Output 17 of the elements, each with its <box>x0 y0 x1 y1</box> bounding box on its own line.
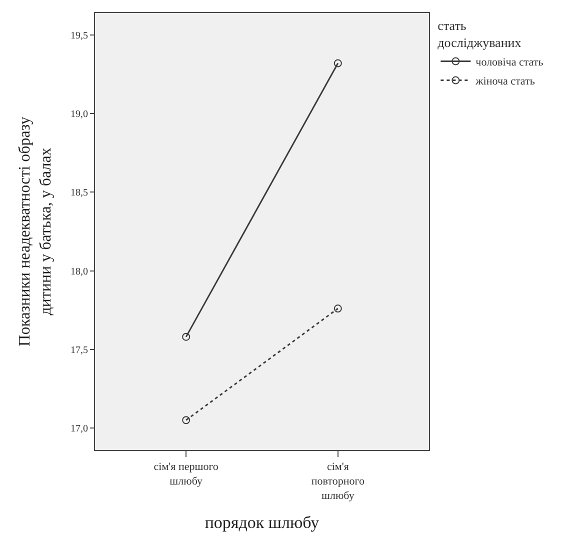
point <box>334 304 342 313</box>
x-tick-label: сім'я повторного шлюбу <box>311 461 365 502</box>
y-tick-label: 17,0 <box>70 423 88 434</box>
y-tick-label: 19,0 <box>70 109 88 120</box>
y-axis-title: Показники неадекватності образу дитини у батька, у балах <box>16 116 54 346</box>
y-tick-label: 19,5 <box>70 30 88 42</box>
legend-label: чоловіча стать <box>476 56 544 69</box>
x-tick-label: сім'я першого шлюбу <box>154 461 219 488</box>
y-tick-label: 18,0 <box>70 266 88 278</box>
point <box>182 416 190 424</box>
y-tick-label: 17,5 <box>70 344 88 356</box>
point <box>334 59 342 68</box>
legend-title: стать досліджуваних <box>438 18 522 50</box>
x-axis-title: порядок шлюбу <box>204 513 320 532</box>
point <box>182 332 190 341</box>
y-tick-label: 18,5 <box>70 188 88 199</box>
legend-label: жіноча стать <box>474 76 535 88</box>
